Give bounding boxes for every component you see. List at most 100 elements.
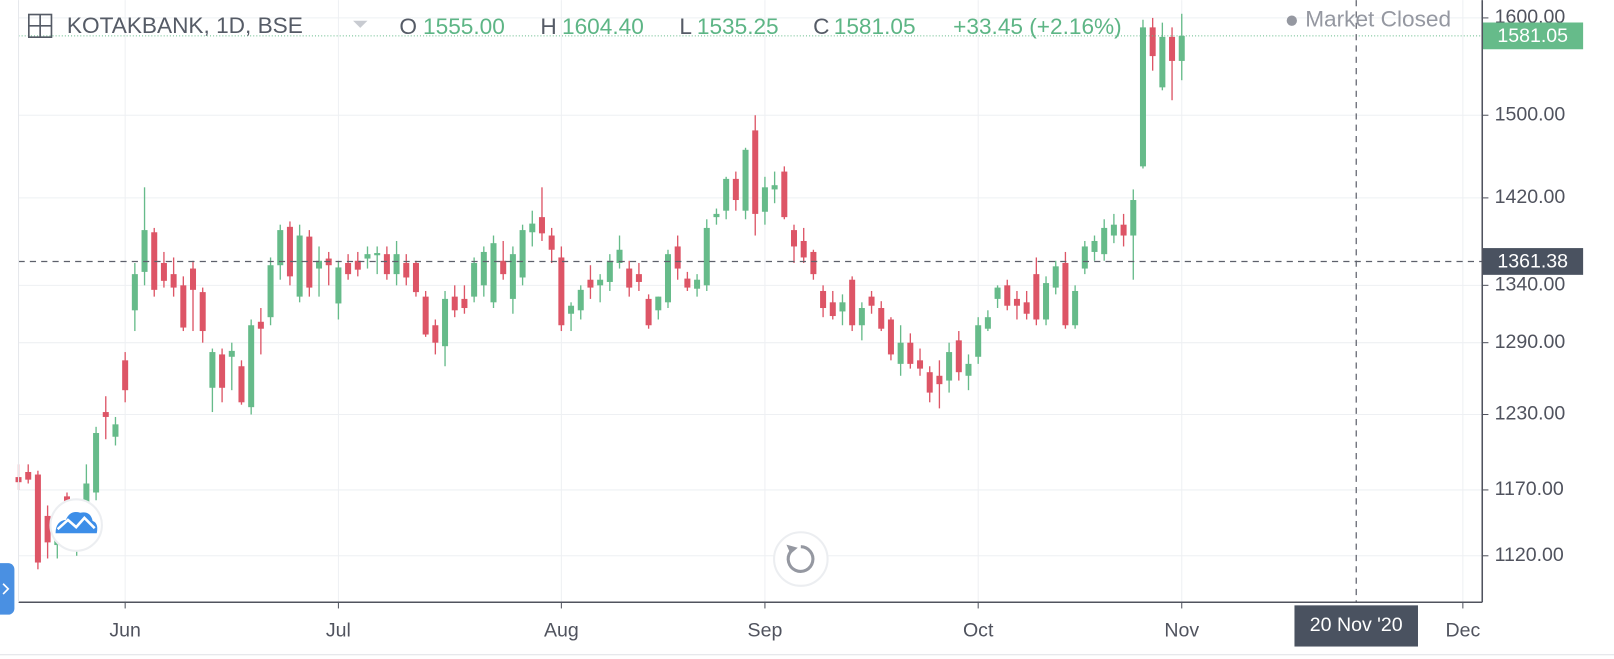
candle-body	[887, 319, 894, 355]
candle-body	[335, 267, 342, 304]
candle-body	[849, 279, 856, 326]
reset-button[interactable]	[773, 531, 829, 587]
candle-body	[1130, 200, 1137, 236]
x-tick-label: Dec	[1445, 619, 1480, 641]
candle-body	[606, 260, 613, 282]
candle-body	[374, 253, 381, 256]
candle-body	[1081, 246, 1088, 269]
candle-body	[238, 366, 245, 403]
candle-body	[354, 260, 361, 270]
candle-body	[529, 223, 536, 233]
candle-body	[131, 274, 138, 311]
candle-body	[771, 185, 778, 190]
candle-body	[412, 262, 419, 293]
candle-body	[858, 308, 865, 326]
x-tick-label: Aug	[544, 619, 579, 641]
dropdown-arrow[interactable]	[353, 20, 368, 28]
candle-body	[1043, 283, 1050, 320]
candle-body	[364, 254, 371, 259]
candle-body	[558, 257, 565, 326]
x-tick-label: Jul	[326, 619, 351, 641]
open-label: O	[399, 14, 417, 39]
logo[interactable]	[49, 498, 103, 552]
candle-body	[34, 474, 41, 563]
candle-body	[1091, 240, 1098, 252]
candle-body	[732, 178, 739, 201]
candle-body	[180, 285, 187, 328]
crosshair-date-box	[1294, 605, 1418, 647]
candle-body	[93, 433, 100, 493]
candle-body	[383, 254, 390, 275]
reset-circle[interactable]	[773, 531, 829, 587]
y-tick-label: 1120.00	[1495, 544, 1564, 566]
high-value: 1604.40	[562, 14, 644, 39]
candle-body	[994, 287, 1001, 299]
y-tick-label: 1290.00	[1495, 331, 1566, 353]
y-tick-label: 1230.00	[1495, 403, 1566, 425]
candle-body	[1023, 302, 1030, 314]
candle-body	[393, 254, 400, 275]
candle-body	[160, 262, 167, 281]
candle-body	[480, 251, 487, 286]
last-price-box	[1482, 22, 1584, 50]
candle-body	[548, 235, 555, 250]
y-tick-label: 1500.00	[1495, 103, 1566, 125]
candle-body	[587, 279, 594, 288]
candle-body	[1033, 274, 1040, 320]
candle-body	[461, 298, 468, 309]
candle-body	[296, 235, 303, 297]
x-tick-label: Oct	[963, 619, 994, 641]
close-label: C	[813, 14, 829, 39]
candle-body	[451, 296, 458, 311]
reset-icon	[786, 545, 815, 573]
candle-body	[102, 412, 109, 417]
candle-body	[219, 354, 226, 388]
candle-body	[432, 325, 439, 343]
status-dot	[1286, 15, 1297, 26]
last-price-label: 1581.05	[1497, 25, 1568, 47]
candle-body	[868, 296, 875, 306]
candle-body	[422, 296, 429, 335]
candle-body	[209, 352, 216, 388]
candle-body	[306, 236, 313, 288]
candle-body	[170, 274, 177, 288]
candle-body	[403, 262, 410, 278]
candle-body	[509, 254, 516, 299]
candle-body	[1052, 266, 1059, 288]
overlay: 1120.00 1170.00 1230.00 1290.00 1340.00 1420.…	[18, 0, 1584, 647]
grid	[18, 0, 1489, 609]
candle-body	[829, 302, 836, 317]
candle-body	[800, 240, 807, 258]
candle-body	[965, 363, 972, 376]
candle-body	[703, 227, 710, 286]
candle-body	[752, 130, 759, 214]
low-label: L	[679, 14, 692, 39]
candle-body	[926, 372, 933, 393]
candle-body	[975, 325, 982, 357]
candle-body	[25, 471, 32, 480]
candle-body	[1159, 36, 1166, 88]
side-tab[interactable]	[0, 563, 15, 615]
candle-body	[791, 230, 798, 247]
side-tab-arrow	[2, 583, 10, 595]
candle-body	[616, 249, 623, 263]
candle-body	[694, 279, 701, 289]
candle-body	[1101, 227, 1108, 255]
candle-body	[955, 340, 962, 373]
candle-body	[519, 230, 526, 278]
market-status: Market Closed	[1305, 7, 1451, 32]
crosshair-date-label: 20 Nov '20	[1310, 614, 1403, 636]
candle-body	[199, 292, 206, 332]
candle-body	[1149, 27, 1156, 57]
candle-body	[684, 278, 691, 288]
candle-body	[286, 226, 293, 277]
candle-body	[316, 260, 323, 269]
candle-body	[112, 424, 119, 437]
candle-body	[277, 230, 284, 266]
candle-body	[742, 149, 749, 211]
candle-body	[761, 187, 768, 212]
candle-body	[577, 289, 584, 311]
symbol[interactable]: KOTAKBANK, 1D, BSE	[67, 13, 303, 38]
candle-body	[626, 268, 633, 288]
candle-body	[228, 350, 235, 357]
